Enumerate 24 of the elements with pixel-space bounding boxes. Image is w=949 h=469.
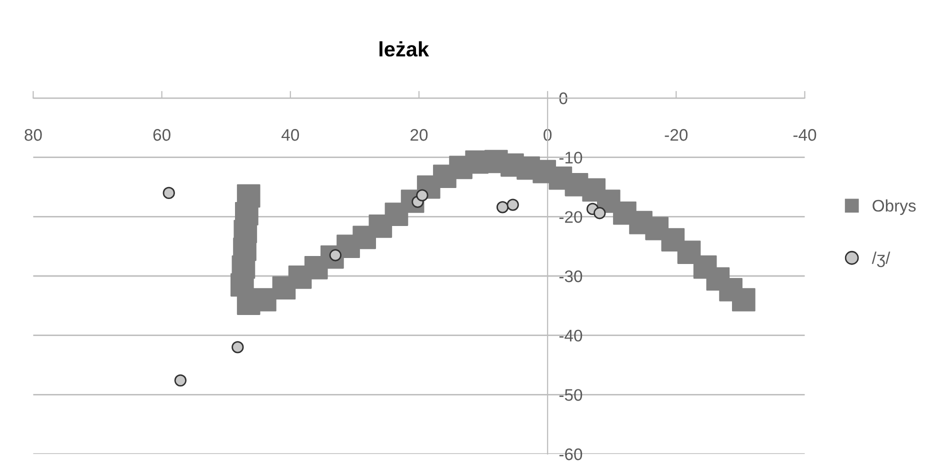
y-tick-label: -30 — [559, 270, 582, 282]
point — [174, 374, 187, 386]
chart-title: leżak — [380, 41, 430, 57]
point — [732, 288, 756, 312]
point — [594, 207, 606, 220]
y-tick-label: -60 — [559, 448, 582, 460]
y-tick-label: -10 — [559, 152, 582, 164]
legend-label: /ʒ/ — [872, 252, 890, 268]
point — [232, 341, 244, 354]
x-tick-label: -40 — [793, 129, 816, 141]
x-tick-label: 40 — [282, 129, 300, 141]
x-tick-label: 80 — [24, 129, 42, 141]
point — [506, 198, 519, 211]
x-tick-label: -20 — [664, 129, 688, 141]
point — [416, 189, 428, 202]
x-tick-label: 60 — [153, 129, 170, 141]
x-tick-label: 20 — [410, 129, 428, 141]
y-tick-label: -50 — [559, 389, 582, 401]
y-tick-label: -40 — [559, 330, 582, 342]
y-tick-label: -20 — [559, 211, 582, 223]
point — [162, 186, 175, 200]
point — [253, 288, 276, 312]
point — [496, 201, 509, 214]
legend-label: Obrys — [872, 199, 916, 215]
